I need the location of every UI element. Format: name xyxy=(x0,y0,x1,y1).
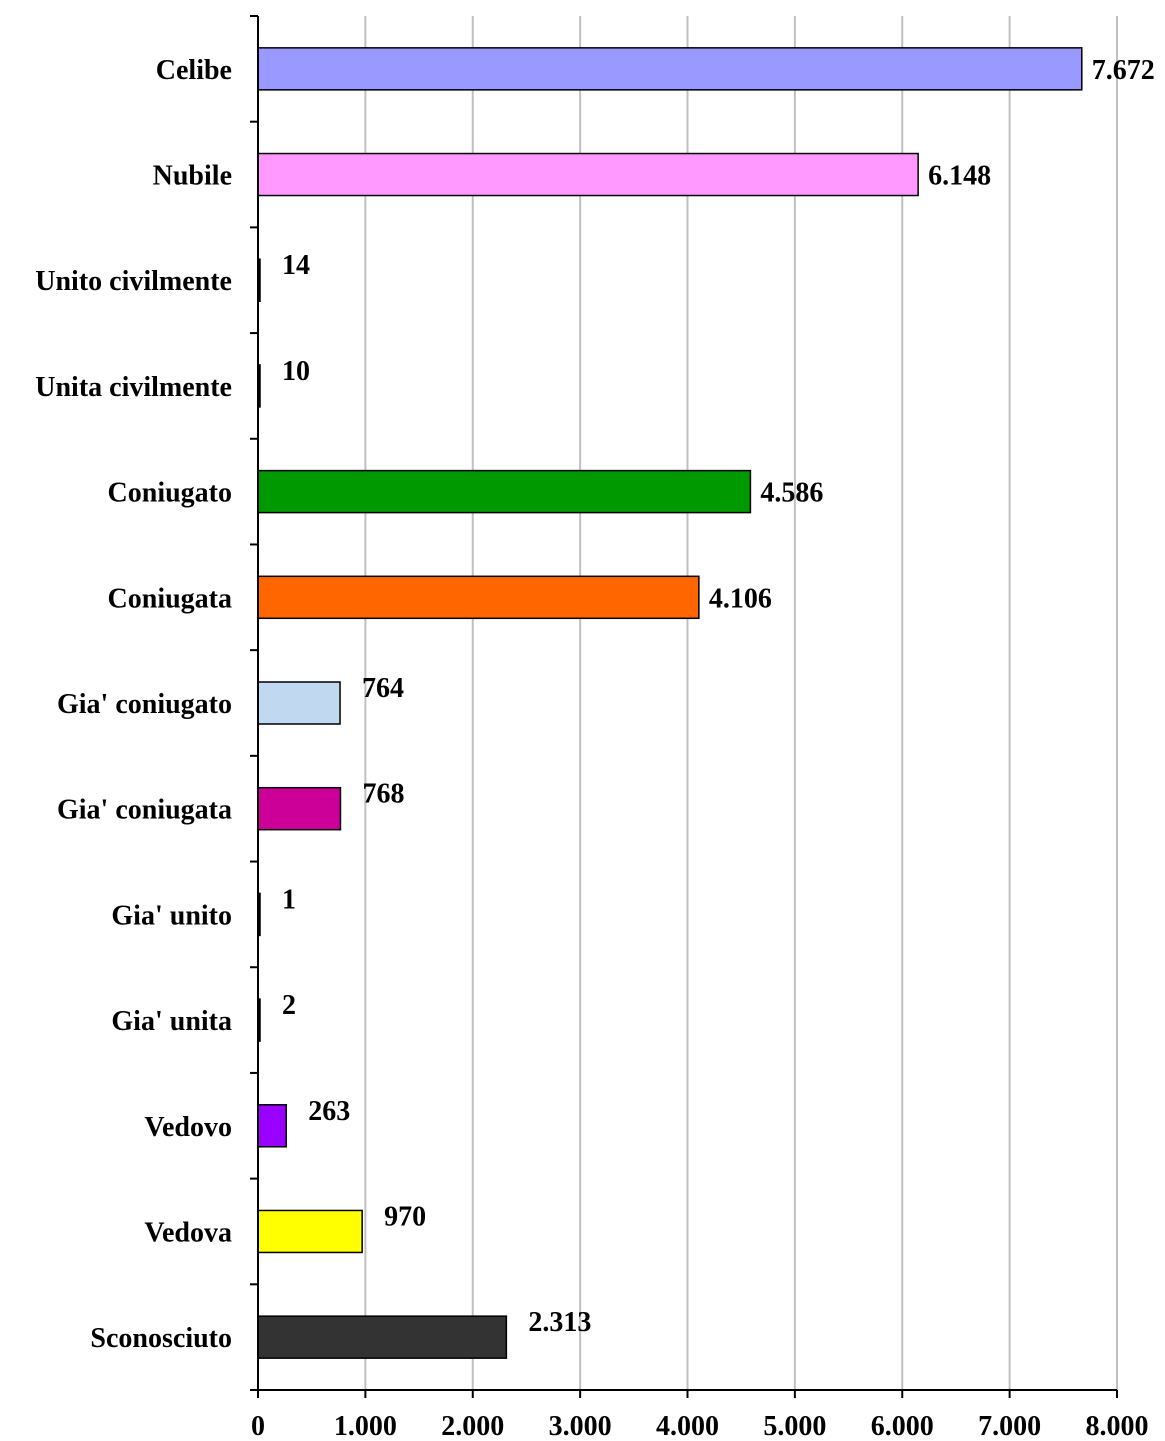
x-tick-label: 8.000 xyxy=(1086,1411,1149,1441)
value-label: 10 xyxy=(282,356,310,387)
value-label: 768 xyxy=(362,779,404,810)
bar xyxy=(257,47,1083,91)
bars xyxy=(257,47,1083,1359)
category-label: Sconosciuto xyxy=(90,1323,232,1354)
category-label: Gia' unito xyxy=(111,900,232,931)
bar xyxy=(257,575,700,620)
x-tick-label: 3.000 xyxy=(549,1411,612,1441)
x-tick-label: 5.000 xyxy=(763,1411,826,1441)
x-tick-label: 1.000 xyxy=(334,1411,397,1441)
value-label: 2.313 xyxy=(528,1307,591,1338)
value-label: 263 xyxy=(308,1096,350,1127)
x-tick-label: 2.000 xyxy=(441,1411,504,1441)
category-label: Gia' coniugata xyxy=(57,795,232,826)
category-label: Nubile xyxy=(153,161,232,192)
bar xyxy=(257,1315,508,1359)
grid-lines xyxy=(364,16,1118,1390)
value-label: 7.672 xyxy=(1092,55,1155,86)
value-label: 4.106 xyxy=(709,583,772,614)
category-label: Coniugato xyxy=(108,478,232,509)
category-label: Gia' coniugato xyxy=(57,689,232,720)
value-label: 4.586 xyxy=(760,478,823,509)
category-label: Unito civilmente xyxy=(35,266,232,297)
category-label: Unita civilmente xyxy=(35,372,232,403)
bar xyxy=(257,469,752,514)
bar xyxy=(257,1209,363,1254)
bar xyxy=(257,1104,287,1148)
category-label: Vedovo xyxy=(144,1112,232,1143)
value-label: 970 xyxy=(384,1201,426,1232)
value-label: 2 xyxy=(282,990,296,1021)
axes xyxy=(250,15,1118,1398)
x-tick-label: 0 xyxy=(251,1411,265,1441)
bar xyxy=(257,786,342,831)
x-tick-label: 6.000 xyxy=(871,1411,934,1441)
value-label: 6.148 xyxy=(928,161,991,192)
category-label: Vedova xyxy=(144,1217,232,1248)
category-label: Gia' unita xyxy=(111,1006,232,1037)
x-tick-label: 7.000 xyxy=(978,1411,1041,1441)
bar xyxy=(257,152,919,197)
value-label: 764 xyxy=(362,673,404,704)
bar xyxy=(257,681,341,725)
x-tick-label: 4.000 xyxy=(656,1411,719,1441)
value-label: 1 xyxy=(282,884,296,915)
value-label: 14 xyxy=(282,250,310,281)
category-label: Celibe xyxy=(156,55,232,86)
category-label: Coniugata xyxy=(108,583,232,614)
